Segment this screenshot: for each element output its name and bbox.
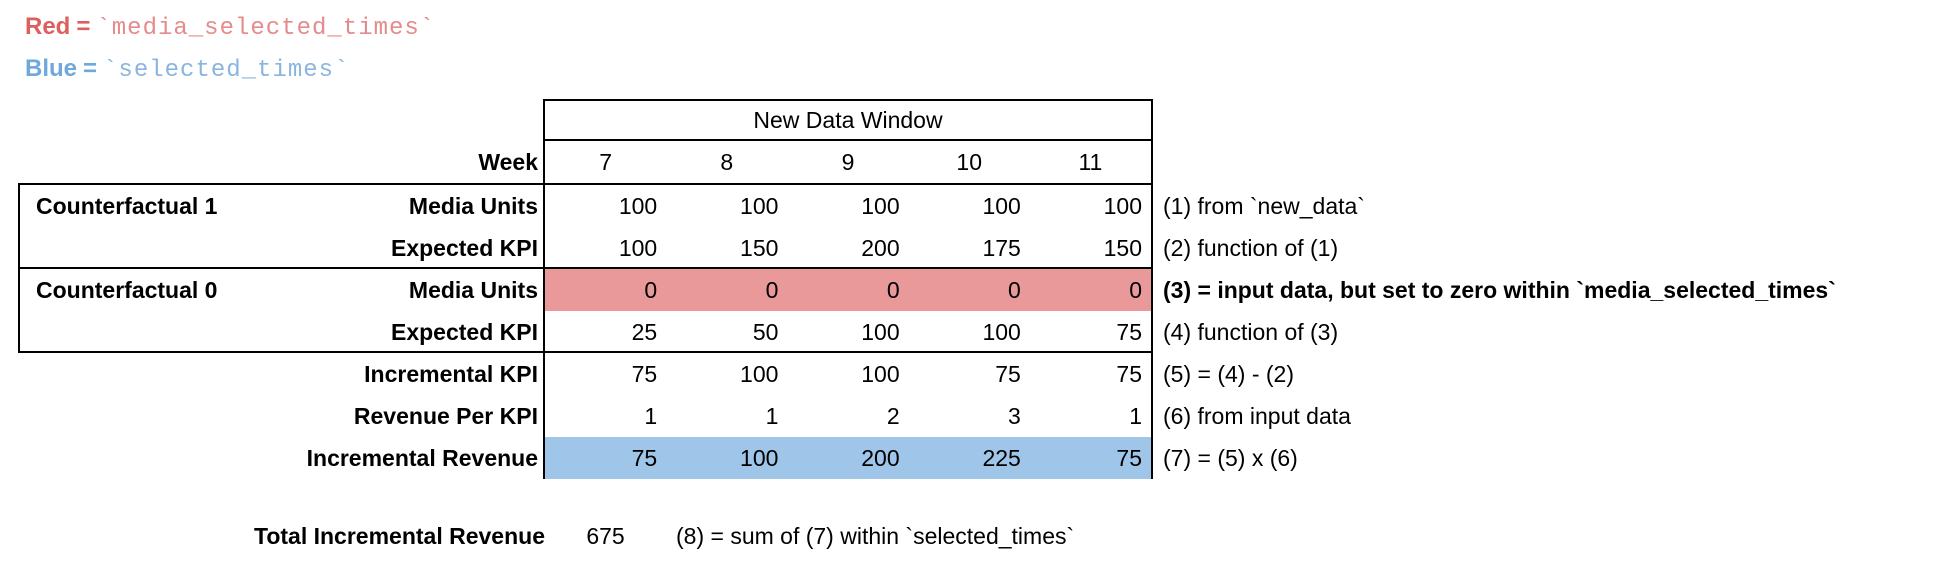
legend-blue: Blue = `selected_times` [25, 55, 349, 84]
data-cell: 0 [1129, 277, 1143, 303]
data-cell: 75 [1116, 319, 1143, 345]
data-cell: 1 [1129, 403, 1143, 429]
data-cell: 3 [1008, 403, 1021, 429]
data-cell: 75 [1116, 361, 1143, 387]
data-cell: 75 [995, 361, 1021, 387]
legend-blue-code: `selected_times` [103, 57, 350, 84]
data-cell: 0 [644, 277, 658, 303]
table-row-highlight-blue: 75 100 200 225 75 [545, 437, 1151, 479]
annotation-3: (3) = input data, but set to zero within… [1163, 277, 1836, 303]
row-label: Incremental Revenue [306, 445, 538, 471]
data-cell: 1 [765, 403, 779, 429]
data-cell: 50 [752, 319, 779, 345]
week-divider-line [18, 183, 1153, 185]
table-row: 75 100 100 75 75 [545, 353, 1151, 395]
table-title: New Data Window [753, 107, 943, 133]
total-incremental-revenue-value: 675 [586, 523, 625, 549]
data-cell: 200 [861, 445, 900, 471]
data-cell: 100 [861, 319, 900, 345]
row-label: Media Units [408, 277, 538, 303]
data-cell: 2 [886, 403, 900, 429]
week-header-cell: 8 [720, 149, 734, 175]
data-cell: 175 [982, 235, 1021, 261]
data-cell: 100 [740, 193, 779, 219]
week-header-cell: 7 [599, 149, 612, 175]
table-row: 100 100 100 100 100 [545, 185, 1151, 227]
annotation-7: (7) = (5) x (6) [1163, 445, 1298, 471]
data-cell: 100 [740, 361, 779, 387]
data-cell: 0 [1008, 277, 1021, 303]
row-label: Revenue Per KPI [353, 403, 538, 429]
data-cell: 0 [886, 277, 900, 303]
annotation-1: (1) from `new_data` [1163, 193, 1365, 219]
table-row: 25 50 100 100 75 [545, 311, 1151, 353]
data-cell: 75 [1116, 445, 1143, 471]
legend-red-equals: = [76, 13, 91, 40]
legend-red: Red = `media_selected_times` [25, 13, 435, 42]
row-label: Media Units [408, 193, 538, 219]
header-divider-line [543, 139, 1153, 141]
total-incremental-revenue-label: Total Incremental Revenue [254, 523, 545, 549]
data-cell: 225 [982, 445, 1021, 471]
data-cell: 75 [631, 361, 658, 387]
data-cell: 0 [765, 277, 779, 303]
legend-red-word: Red [25, 13, 71, 40]
week-header-row: 7 8 9 10 11 [545, 141, 1151, 183]
data-cell: 25 [631, 319, 658, 345]
table-row: 100 150 200 175 150 [545, 227, 1151, 269]
annotation-4: (4) function of (3) [1163, 319, 1339, 345]
data-cell: 100 [740, 445, 779, 471]
data-cell: 100 [618, 235, 658, 261]
week-header-cell: 10 [956, 149, 982, 175]
data-cell: 100 [861, 361, 900, 387]
cf0-bottom-line [18, 351, 1153, 353]
group-label-counterfactual-1: Counterfactual 1 [36, 193, 218, 219]
table-row: 1 1 2 3 1 [545, 395, 1151, 437]
data-cell: 100 [982, 319, 1021, 345]
legend-red-code: `media_selected_times` [96, 15, 436, 42]
data-cell: 100 [1103, 193, 1143, 219]
group-box-left-border [18, 183, 20, 353]
group-label-counterfactual-0: Counterfactual 0 [36, 277, 218, 303]
data-cell: 150 [1103, 235, 1143, 261]
row-label: Expected KPI [391, 319, 538, 345]
data-cell: 75 [631, 445, 658, 471]
data-cell: 150 [740, 235, 779, 261]
data-cell: 100 [982, 193, 1021, 219]
data-cell: 200 [861, 235, 900, 261]
row-label: Expected KPI [391, 235, 538, 261]
week-row-label: Week [478, 149, 538, 175]
week-header-cell: 11 [1078, 149, 1103, 175]
data-cell: 100 [618, 193, 658, 219]
cf1-cf0-divider-line [18, 267, 1153, 269]
row-label: Incremental KPI [364, 361, 538, 387]
table-row-highlight-red: 0 0 0 0 0 [545, 269, 1151, 311]
legend-blue-word: Blue [25, 55, 78, 82]
annotation-2: (2) function of (1) [1163, 235, 1339, 261]
week-header-cell: 9 [841, 149, 855, 175]
data-cell: 100 [861, 193, 900, 219]
annotation-6: (6) from input data [1163, 403, 1351, 429]
legend-blue-equals: = [83, 55, 98, 82]
annotation-5: (5) = (4) - (2) [1163, 361, 1294, 387]
data-cell: 1 [644, 403, 658, 429]
annotation-8: (8) = sum of (7) within `selected_times` [676, 523, 1075, 549]
